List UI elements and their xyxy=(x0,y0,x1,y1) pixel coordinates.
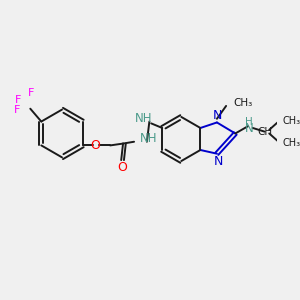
Text: F: F xyxy=(28,88,34,98)
Text: CH₃: CH₃ xyxy=(282,116,300,126)
Text: O: O xyxy=(91,139,100,152)
Text: CH₃: CH₃ xyxy=(282,138,300,148)
Text: NH: NH xyxy=(140,133,157,146)
Text: N: N xyxy=(214,154,224,167)
Text: CH: CH xyxy=(257,127,272,136)
Text: CH₃: CH₃ xyxy=(233,98,253,108)
Text: N: N xyxy=(245,122,254,135)
Text: O: O xyxy=(117,161,127,174)
Text: N: N xyxy=(213,109,223,122)
Text: F: F xyxy=(15,94,22,104)
Text: F: F xyxy=(14,105,21,115)
Text: H: H xyxy=(245,116,253,127)
Text: NH: NH xyxy=(135,112,153,125)
